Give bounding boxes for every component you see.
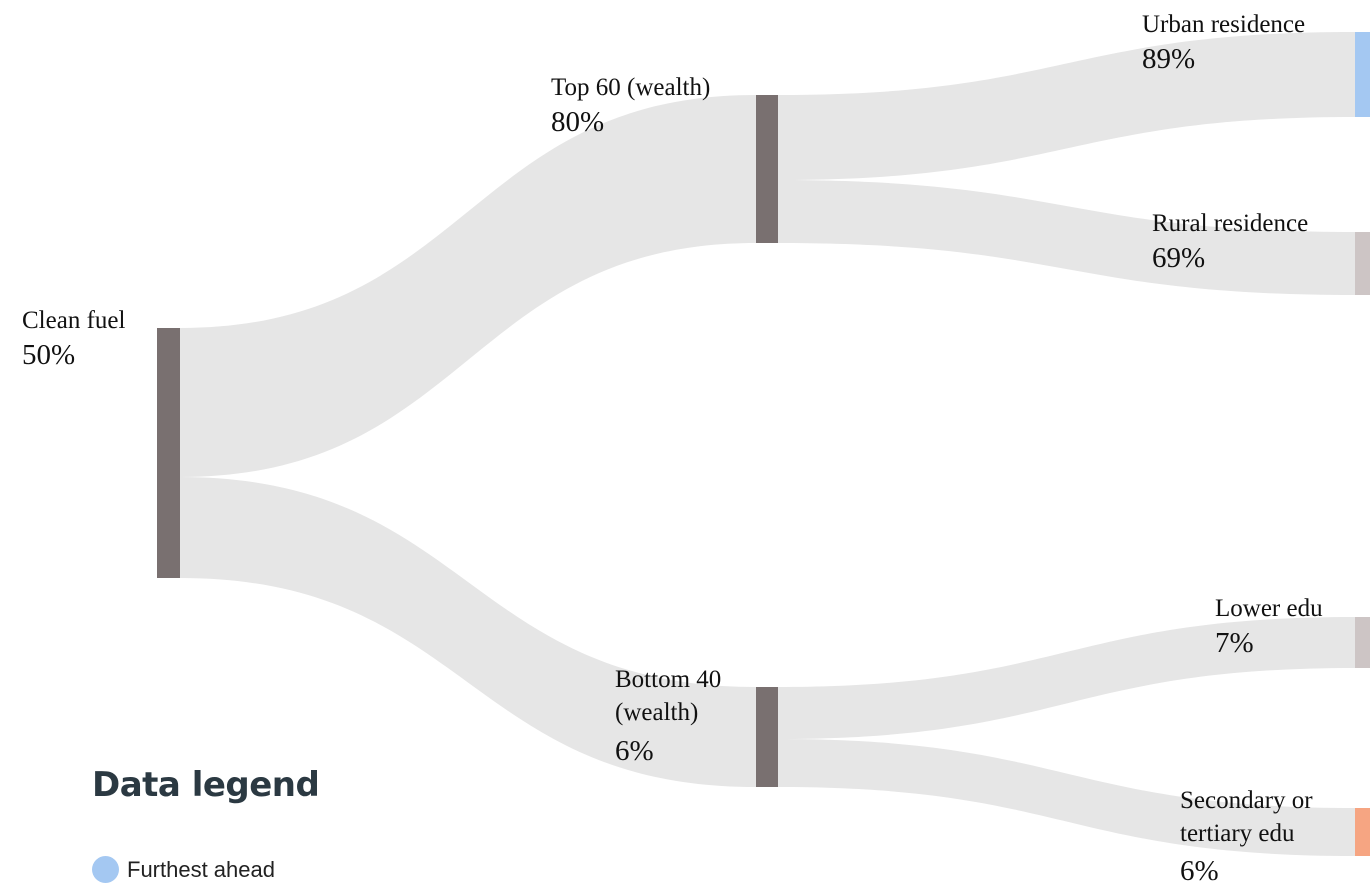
node-value-loweredu: 7% [1215,627,1254,659]
node-label-clean: Clean fuel [22,307,125,334]
link-clean-to-top60[interactable] [180,95,756,477]
node-label-secedu: Secondary or tertiary edu [1180,787,1313,847]
node-loweredu[interactable] [1355,617,1370,668]
node-value-urban: 89% [1142,43,1195,75]
node-value-clean: 50% [22,339,75,371]
node-secedu[interactable] [1355,808,1370,856]
legend-item-label: Furthest ahead [127,856,275,882]
node-value-secedu: 6% [1180,855,1219,883]
legend-item-furthest-ahead: Furthest ahead [92,856,275,883]
links-layer [180,32,1355,856]
legend-title: Data legend [92,765,320,805]
link-clean-to-bottom40[interactable] [180,477,756,787]
link-top60-to-rural[interactable] [778,180,1355,295]
link-top60-to-urban[interactable] [778,32,1355,180]
link-bottom40-to-secedu[interactable] [778,739,1355,856]
node-bottom40[interactable] [756,687,778,787]
link-bottom40-to-loweredu[interactable] [778,617,1355,739]
node-label-urban: Urban residence [1142,11,1305,38]
node-value-bottom40: 6% [615,735,654,767]
node-value-rural: 69% [1152,242,1205,274]
node-label-loweredu: Lower edu [1215,595,1323,622]
node-label-top60: Top 60 (wealth) [551,74,710,101]
node-label-rural: Rural residence [1152,210,1308,237]
node-label-bottom40: Bottom 40 (wealth) [615,666,721,726]
node-value-top60: 80% [551,106,604,138]
node-urban[interactable] [1355,32,1370,117]
node-rural[interactable] [1355,232,1370,295]
legend-swatch [92,856,119,883]
node-top60[interactable] [756,95,778,243]
node-clean[interactable] [157,328,180,578]
nodes-layer [157,32,1370,856]
labels-layer: Clean fuel 50% Top 60 (wealth) 80% Bottom 40… [22,11,1323,883]
